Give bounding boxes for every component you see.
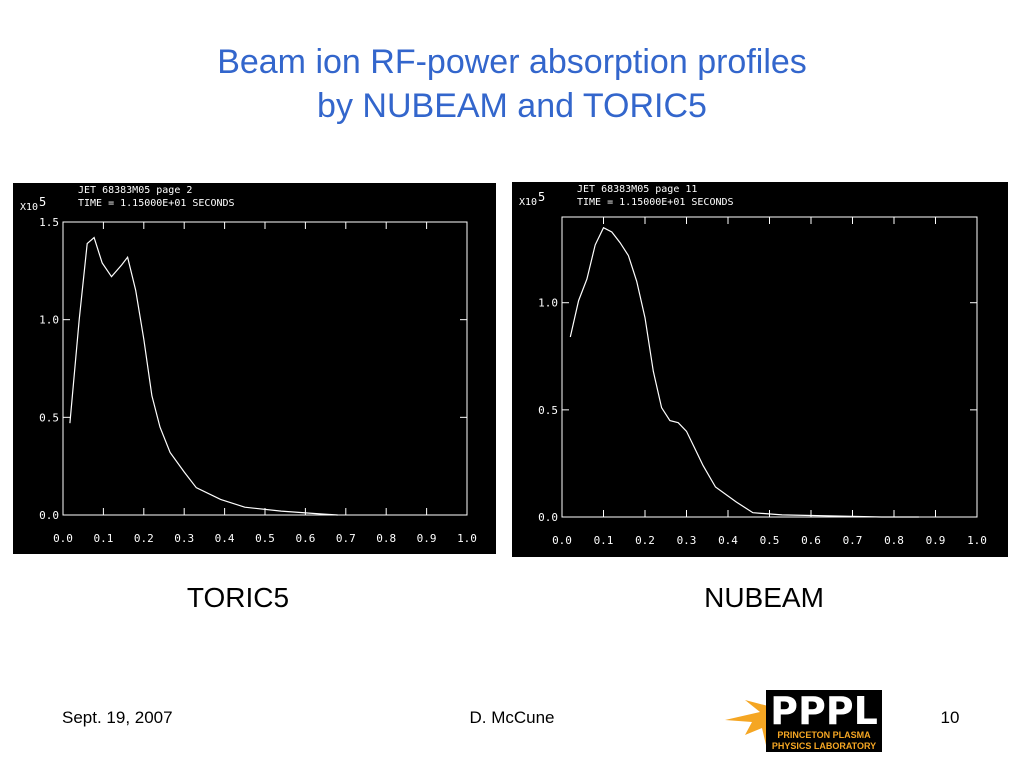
y-tick-label: 0.0 — [39, 509, 59, 522]
y-axis-label: X10 — [519, 197, 537, 208]
y-axis-exponent: 5 — [39, 195, 46, 209]
x-tick-label: 0.0 — [552, 534, 572, 547]
footer-date: Sept. 19, 2007 — [62, 708, 173, 727]
line-series — [569, 226, 919, 518]
x-tick-label: 0.2 — [134, 532, 154, 545]
y-tick-label: 1.0 — [39, 314, 59, 327]
y-tick-label: 1.5 — [39, 216, 59, 229]
y-tick-label: 1.0 — [538, 297, 558, 310]
x-tick-label: 0.8 — [376, 532, 396, 545]
chart: JET 68383M05 page 2 TIME = 1.15000E+01 SE… — [13, 183, 496, 554]
footer-author: D. McCune — [469, 708, 554, 727]
chart-title: JET 68383M05 page 11 — [577, 184, 697, 195]
y-axis-label: X10 — [20, 202, 38, 213]
x-tick-label: 0.0 — [53, 532, 73, 545]
logo-box — [766, 690, 882, 752]
chart-caption: NUBEAM — [704, 582, 824, 613]
x-tick-label: 0.1 — [93, 532, 113, 545]
x-tick-label: 0.9 — [926, 534, 946, 547]
slide-title: by NUBEAM and TORIC5 — [317, 87, 707, 125]
x-tick-label: 0.9 — [417, 532, 437, 545]
line-series — [69, 236, 338, 516]
y-tick-label: 0.5 — [538, 404, 558, 417]
x-tick-label: 0.3 — [677, 534, 697, 547]
x-tick-label: 0.6 — [801, 534, 821, 547]
logo: PPPL PRINCETON PLASMA PHYSICS LABORATORY — [725, 689, 882, 752]
x-tick-label: 1.0 — [967, 534, 987, 547]
x-tick-label: 0.8 — [884, 534, 904, 547]
footer-page: 10 — [941, 708, 960, 727]
x-tick-label: 0.1 — [594, 534, 614, 547]
x-tick-label: 0.4 — [718, 534, 738, 547]
logo-line: PRINCETON PLASMA — [777, 730, 871, 740]
logo-line: PHYSICS LABORATORY — [772, 741, 876, 751]
x-tick-label: 1.0 — [457, 532, 477, 545]
x-tick-label: 0.4 — [215, 532, 235, 545]
slide-title: Beam ion RF-power absorption profiles — [217, 43, 807, 81]
chart-subtitle: TIME = 1.15000E+01 SECONDS — [78, 198, 235, 209]
x-tick-label: 0.6 — [295, 532, 315, 545]
x-tick-label: 0.3 — [174, 532, 194, 545]
chart-caption: TORIC5 — [187, 582, 289, 613]
logo-name: PPPL — [770, 689, 878, 733]
y-tick-label: 0.5 — [39, 411, 59, 424]
x-tick-label: 0.5 — [255, 532, 275, 545]
chart-subtitle: TIME = 1.15000E+01 SECONDS — [577, 197, 734, 208]
y-tick-label: 0.0 — [538, 511, 558, 524]
chart-title: JET 68383M05 page 2 — [78, 185, 192, 196]
x-tick-label: 0.2 — [635, 534, 655, 547]
x-tick-label: 0.7 — [336, 532, 356, 545]
x-tick-label: 0.7 — [843, 534, 863, 547]
chart-background — [13, 183, 496, 554]
x-tick-label: 0.5 — [760, 534, 780, 547]
y-axis-exponent: 5 — [538, 190, 545, 204]
chart: JET 68383M05 page 11 TIME = 1.15000E+01 S… — [512, 182, 1008, 557]
chart-background — [512, 182, 1008, 557]
